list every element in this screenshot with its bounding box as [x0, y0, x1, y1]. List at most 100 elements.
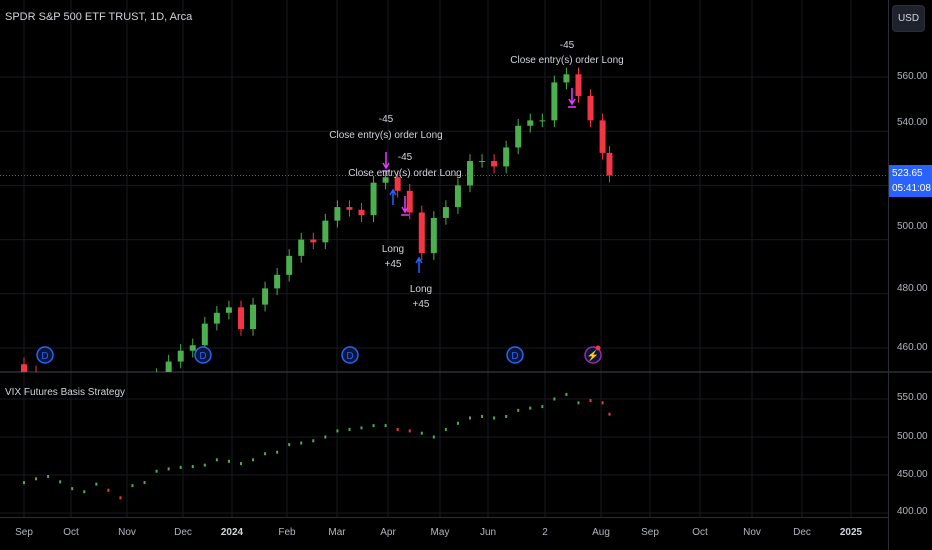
equity-point — [47, 475, 50, 479]
time-label: 2024 — [220, 527, 244, 538]
candle-body — [298, 239, 305, 256]
equity-point — [589, 399, 592, 403]
candle-body — [539, 120, 546, 122]
equity-point — [71, 487, 74, 491]
equity-point — [83, 490, 86, 494]
equity-point — [541, 405, 544, 409]
indicator-tick: 400.00 — [897, 506, 928, 517]
notification-dot — [595, 345, 601, 351]
candle-body — [587, 95, 594, 121]
candle-body — [454, 185, 461, 208]
time-label: Apr — [380, 527, 396, 538]
candle-body — [370, 182, 377, 216]
equity-point — [227, 459, 230, 463]
time-label: Sep — [641, 527, 659, 538]
time-label: Feb — [278, 527, 296, 538]
candle-body — [491, 161, 498, 167]
signal-label: Long — [381, 244, 405, 255]
candle-body — [515, 125, 522, 148]
candle-body — [93, 427, 99, 430]
price-tick: 500.00 — [897, 221, 928, 232]
time-label: Dec — [793, 527, 811, 538]
time-label: Mar — [328, 527, 346, 538]
currency-button[interactable]: USD — [892, 5, 925, 32]
candle-body — [225, 307, 232, 313]
candle-body — [142, 402, 148, 418]
equity-point — [420, 431, 423, 435]
equity-point — [601, 401, 604, 405]
candle-body — [154, 375, 160, 402]
signal-qty: +45 — [412, 299, 430, 310]
close-signal-arrow-icon — [568, 88, 576, 108]
equity-point — [107, 488, 110, 492]
candles — [21, 67, 613, 484]
equity-point — [203, 463, 206, 467]
equity-point — [95, 482, 98, 486]
earnings-event-icon — [584, 346, 602, 364]
indicator-title[interactable]: VIX Futures Basis Strategy — [5, 387, 126, 398]
candle-body — [310, 239, 317, 243]
signal-label: Close entry(s) order Long — [329, 130, 443, 141]
equity-point — [252, 458, 255, 462]
indicator-tick: 450.00 — [897, 469, 928, 480]
equity-point — [577, 401, 580, 405]
signal-label: Close entry(s) order Long — [510, 55, 624, 66]
time-label: Nov — [743, 527, 761, 538]
equity-point — [481, 414, 484, 418]
candle-body — [250, 304, 257, 330]
candle-body — [286, 255, 293, 275]
dividend-event-icon — [506, 346, 524, 364]
signal-qty: +45 — [384, 259, 402, 270]
candle-body — [21, 364, 27, 372]
dividend-event-glyph: D — [346, 351, 353, 362]
time-label: 2 — [542, 527, 548, 538]
equity-point — [276, 450, 279, 454]
equity-point — [396, 427, 399, 431]
candle-body — [382, 177, 389, 183]
equity-point — [179, 465, 182, 469]
signal-label: Close entry(s) order Long — [348, 168, 462, 179]
indicator-tick: 500.00 — [897, 431, 928, 442]
candle-body — [129, 418, 135, 483]
equity-point — [35, 477, 38, 481]
close-signal-arrow-icon — [382, 152, 390, 172]
candle-body — [69, 427, 75, 438]
equity-point — [167, 467, 170, 471]
dividend-event-icon — [194, 346, 212, 364]
signal-label: Long — [409, 284, 433, 295]
candle-body — [430, 217, 437, 254]
signal-qty: -45 — [378, 114, 394, 125]
equity-point — [23, 481, 25, 485]
candle-body — [358, 209, 365, 216]
equity-point — [432, 435, 435, 439]
equity-point — [444, 427, 447, 431]
price-tick: 540.00 — [897, 117, 928, 128]
equity-point — [493, 416, 496, 420]
earnings-event-glyph: ⚡ — [587, 349, 599, 362]
candle-body — [81, 429, 87, 437]
time-label: Sep — [15, 527, 33, 538]
equity-point — [384, 424, 387, 428]
equity-point — [131, 484, 134, 488]
equity-point — [468, 416, 471, 420]
candle-body — [322, 220, 329, 243]
candle-body — [551, 82, 558, 121]
candle-body — [575, 74, 582, 96]
equity-point — [155, 469, 158, 473]
candle-body — [442, 207, 449, 218]
time-label: Aug — [592, 527, 610, 538]
long-signal-arrow-icon — [389, 188, 397, 205]
candle-body — [527, 120, 534, 126]
equity-point — [348, 427, 351, 431]
last-price-value: 523.65 — [892, 168, 923, 179]
dividend-event-glyph: D — [199, 351, 206, 362]
candle-body — [117, 454, 123, 484]
close-signal-arrow-icon — [401, 196, 409, 216]
dividend-event-glyph: D — [511, 351, 518, 362]
equity-point — [608, 412, 611, 416]
dividend-event-icon — [36, 346, 54, 364]
equity-point — [553, 397, 556, 401]
equity-point — [300, 441, 303, 445]
candle-body — [213, 312, 220, 324]
